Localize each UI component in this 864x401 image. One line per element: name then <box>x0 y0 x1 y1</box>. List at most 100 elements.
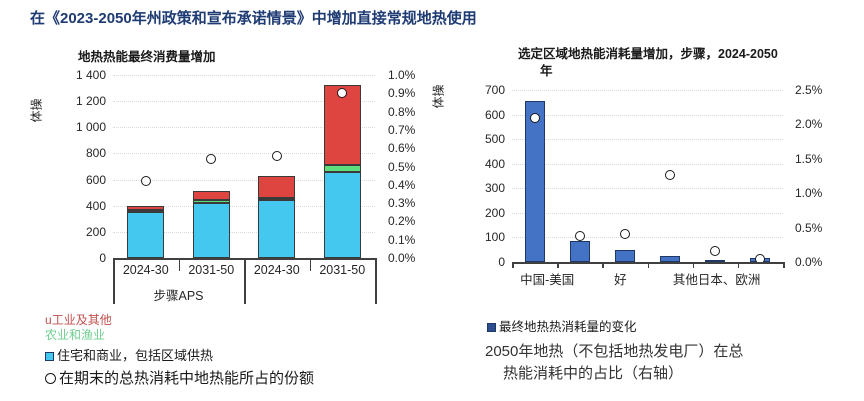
share-marker <box>337 88 348 99</box>
right-axis-tick-label: 0.0% <box>388 251 416 265</box>
right-chart-caption: 2050年地热（不包括地热发电厂）在总 热能消耗中的占比（右轴） <box>485 341 743 385</box>
gridline <box>512 90 783 91</box>
share-marker <box>574 230 585 241</box>
y-axis-tick-label: 200 <box>85 224 106 239</box>
consumption-change-square-icon <box>487 323 496 332</box>
bar-segment-residential <box>323 171 361 258</box>
bar-consumption-change <box>614 249 635 262</box>
category-tick <box>309 258 311 271</box>
gridline <box>113 127 375 129</box>
left-chart-title: 地热热能最终消费量增加 <box>78 50 216 64</box>
y-axis-tick-label: 800 <box>85 146 106 161</box>
category-tick <box>512 262 514 268</box>
right-axis-tick-label: 0.3% <box>388 196 416 211</box>
right-axis-tick-label: 0.5% <box>388 159 416 174</box>
right-chart-title-years: 2024-2050 <box>718 47 778 61</box>
bar-segment-agriculture <box>323 165 361 172</box>
group-tick <box>113 258 115 304</box>
right-axis-tick-label: 1.0% <box>795 186 823 201</box>
right-chart-title: 选定区域地热能消耗量增加，步骤，2024-2050 年 <box>518 46 863 80</box>
category-label: 2031-50 <box>319 263 366 277</box>
gridline <box>113 179 375 181</box>
legend-item-agriculture: 农业和渔业 <box>45 328 314 343</box>
right-axis-tick-label: 2.5% <box>795 83 823 97</box>
bar-segment-agriculture <box>258 197 296 200</box>
bar-segment-residential <box>127 211 165 258</box>
right-axis-tick-label: 1.5% <box>795 151 823 166</box>
legend-item-share-label: 在期末的总热消耗中地热能所占的份额 <box>59 370 315 387</box>
y-axis-tick-label: 1 400 <box>75 68 106 82</box>
right-axis-tick-label: 0.9% <box>388 86 416 101</box>
category-label: 2024-30 <box>253 263 300 277</box>
y-axis-tick-label: 1 200 <box>75 94 106 109</box>
right-chart-y-axis-label: 体操 <box>431 84 446 109</box>
share-marker <box>529 112 540 123</box>
category-tick <box>647 262 649 268</box>
right-axis-tick-label: 0.2% <box>388 214 416 229</box>
gridline <box>512 114 783 116</box>
right-chart-legend-label: 最终地热热消耗量的变化 <box>499 320 637 334</box>
right-axis-tick-label: 0.6% <box>388 141 416 156</box>
right-axis-tick-label: 1.0% <box>388 68 416 82</box>
group-label-row: 步骤APS <box>153 289 204 303</box>
right-chart-legend: 最终地热热消耗量的变化 <box>487 316 637 335</box>
y-axis-tick-label: 700 <box>484 83 505 97</box>
caption-line-2: 热能消耗中的占比（右轴） <box>503 365 684 382</box>
share-marker <box>271 150 282 161</box>
right-chart-title-line2: 年 <box>540 64 553 78</box>
category-label: 其他日本、欧洲 <box>672 273 761 287</box>
category-label: 2024-30 <box>122 263 169 277</box>
y-axis-tick-label: 400 <box>85 198 106 213</box>
caption-line-1: 2050年地热（不包括地热发电厂）在总 <box>485 343 744 360</box>
legend-item-agriculture-label: 农业和渔业 <box>45 328 106 342</box>
right-axis-tick-label: 0.7% <box>388 122 416 137</box>
category-tick <box>692 262 695 268</box>
gridline <box>113 205 375 207</box>
y-axis-tick-label: 100 <box>484 230 505 245</box>
left-chart-y-axis-label: 体操 <box>29 98 44 123</box>
category-label: 好 <box>614 273 627 287</box>
right-axis-tick-label: 0.1% <box>388 232 416 247</box>
gridline <box>113 75 375 76</box>
category-tick <box>178 258 180 271</box>
share-marker <box>710 245 721 256</box>
bar-consumption-change <box>524 101 545 262</box>
gridline <box>512 212 783 214</box>
page-title: 在《2023-2050年州政策和宣布承诺情景》中增加直接常规地热使用 <box>30 10 477 27</box>
y-axis-tick-label: 1 000 <box>75 120 106 135</box>
bar-segment-industry <box>258 175 296 198</box>
category-tick <box>783 262 785 268</box>
bar-segment-residential <box>258 199 296 258</box>
gridline <box>512 188 783 190</box>
share-marker <box>206 154 217 165</box>
y-axis-tick-label: 200 <box>484 205 505 220</box>
share-marker <box>665 169 676 180</box>
legend-item-industry: u工业及其他 <box>45 313 314 328</box>
category-label: 2031-50 <box>188 263 235 277</box>
legend-item-residential: 住宅和商业，包括区域供热 <box>45 347 314 365</box>
category-tick <box>602 262 604 268</box>
y-axis-tick-label: 600 <box>85 172 106 187</box>
share-circle-icon <box>45 373 56 384</box>
right-axis-tick-label: 0.0% <box>795 255 823 269</box>
category-tick <box>737 262 740 268</box>
gridline <box>113 231 375 233</box>
y-axis-tick-label: 0 <box>498 255 505 269</box>
left-chart-legend: u工业及其他 农业和渔业 住宅和商业，包括区域供热 在期末的总热消耗中地热能所占… <box>45 313 314 389</box>
category-tick <box>557 262 559 268</box>
legend-item-industry-label: 工业及其他 <box>51 313 112 327</box>
gridline <box>512 139 783 141</box>
group-tick <box>244 258 246 304</box>
bar-segment-residential <box>192 203 230 258</box>
legend-item-share: 在期末的总热消耗中地热能所占的份额 <box>45 368 314 389</box>
right-axis-tick-label: 0.4% <box>388 177 416 192</box>
bar-consumption-change <box>660 255 681 262</box>
legend-item-residential-label: 住宅和商业，包括区域供热 <box>57 348 214 363</box>
y-axis-tick-label: 600 <box>484 107 505 122</box>
bar-segment-industry <box>192 190 230 201</box>
group-tick <box>375 258 377 304</box>
y-axis-tick-label: 500 <box>484 132 505 147</box>
right-axis-tick-label: 2.0% <box>795 117 823 132</box>
gridline <box>113 153 375 155</box>
